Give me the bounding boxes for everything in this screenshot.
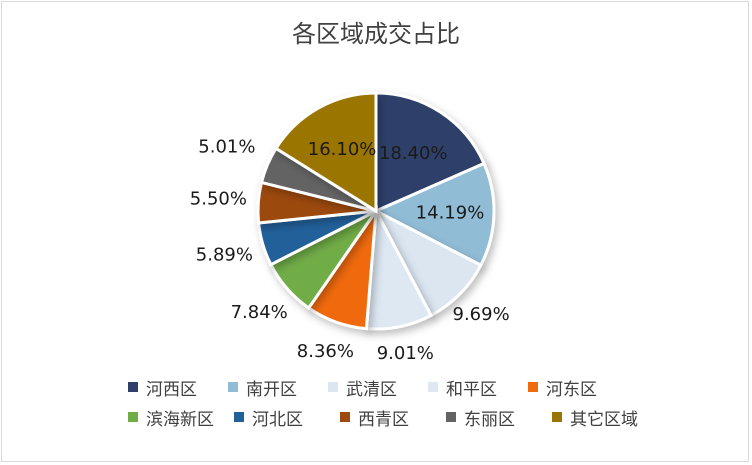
data-label-8: 5.50% bbox=[190, 189, 247, 210]
data-label-1: 18.40% bbox=[379, 143, 448, 164]
data-label-9: 5.01% bbox=[198, 137, 255, 158]
legend-swatch bbox=[340, 412, 350, 422]
legend-item-7: 河北区 bbox=[234, 405, 340, 430]
data-label-10: 16.10% bbox=[308, 139, 377, 160]
legend-swatch bbox=[428, 382, 438, 392]
legend-label: 和平区 bbox=[446, 379, 497, 400]
data-label-6: 7.84% bbox=[231, 302, 288, 323]
legend-item-3: 武清区 bbox=[328, 375, 428, 400]
legend-label: 西青区 bbox=[358, 409, 409, 430]
legend-swatch bbox=[328, 382, 338, 392]
legend-label: 河北区 bbox=[252, 409, 303, 430]
legend-swatch bbox=[552, 412, 562, 422]
legend: 河西区 南开区 武清区 和平区 河东区 滨海新区 河北区 西青区 东丽区 其它区域 bbox=[128, 372, 688, 432]
legend-label: 南开区 bbox=[246, 379, 297, 400]
legend-label: 武清区 bbox=[346, 379, 397, 400]
chart-title: 各区域成交占比 bbox=[292, 20, 460, 48]
legend-label: 滨海新区 bbox=[146, 409, 214, 430]
data-label-7: 5.89% bbox=[196, 245, 253, 266]
legend-item-9: 东丽区 bbox=[446, 405, 552, 430]
legend-swatch bbox=[446, 412, 456, 422]
legend-item-5: 河东区 bbox=[528, 375, 628, 400]
legend-item-4: 和平区 bbox=[428, 375, 528, 400]
legend-swatch bbox=[528, 382, 538, 392]
legend-item-1: 河西区 bbox=[128, 375, 228, 400]
legend-swatch bbox=[234, 412, 244, 422]
pie-slice-2 bbox=[372, 161, 496, 268]
legend-label: 河西区 bbox=[146, 379, 197, 400]
legend-swatch bbox=[228, 382, 238, 392]
legend-item-6: 滨海新区 bbox=[128, 405, 234, 430]
legend-swatch bbox=[128, 382, 138, 392]
legend-label: 河东区 bbox=[546, 379, 597, 400]
legend-label: 东丽区 bbox=[464, 409, 515, 430]
legend-item-8: 西青区 bbox=[340, 405, 446, 430]
legend-label: 其它区域 bbox=[570, 409, 638, 430]
legend-item-10: 其它区域 bbox=[552, 405, 658, 430]
data-label-2: 14.19% bbox=[416, 202, 485, 223]
pie-slice-10 bbox=[273, 91, 378, 214]
data-label-3: 9.69% bbox=[453, 304, 510, 325]
legend-swatch bbox=[128, 412, 138, 422]
data-label-4: 9.01% bbox=[377, 343, 434, 364]
legend-item-2: 南开区 bbox=[228, 375, 328, 400]
data-label-5: 8.36% bbox=[297, 341, 354, 362]
pie-slice-1 bbox=[374, 91, 486, 214]
